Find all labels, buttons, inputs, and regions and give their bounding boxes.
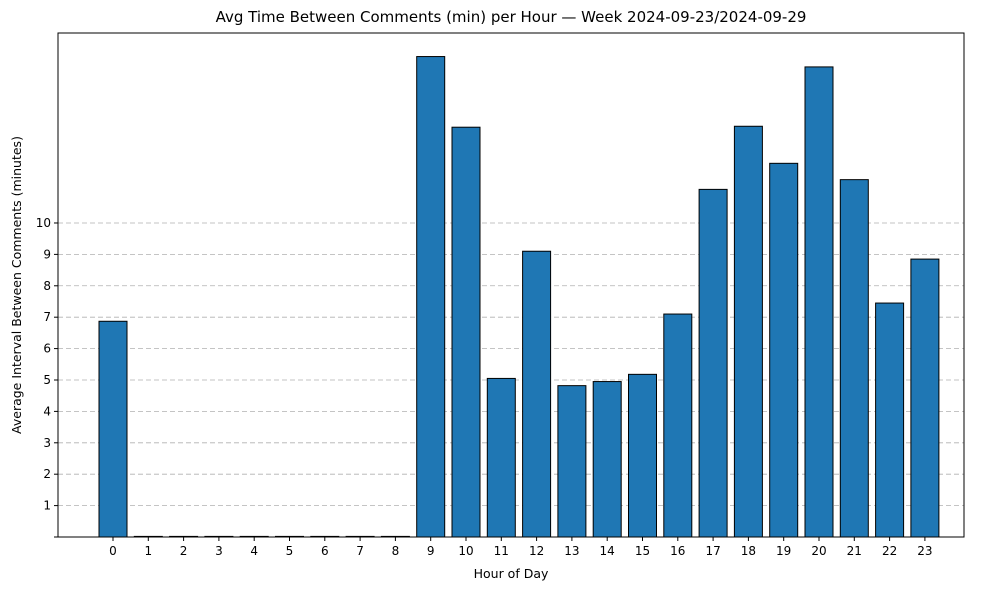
x-tick-label: 16 [670, 544, 685, 558]
plot-frame [57, 32, 965, 538]
x-tick-label: 3 [215, 544, 223, 558]
x-tick-label: 2 [180, 544, 188, 558]
bar-hour-11 [486, 377, 516, 538]
x-tick-label: 6 [321, 544, 329, 558]
bar-hour-12 [522, 250, 552, 538]
bar-hour-22 [875, 302, 905, 538]
bar-hour-15 [628, 373, 657, 538]
x-axis-ticks: 0 1 2 3 4 5 6 7 8 9 10 11 12 13 14 15 16 17 18 19 20 21 22 23 [109, 537, 933, 558]
y-tick-label: 4 [43, 404, 51, 418]
bar-hour-18 [733, 125, 763, 538]
x-tick-label: 22 [882, 544, 897, 558]
bar-hour-9 [416, 56, 446, 538]
bar-hour-23 [910, 258, 940, 538]
x-tick-label: 4 [250, 544, 258, 558]
bars [98, 56, 940, 538]
x-tick-label: 11 [494, 544, 509, 558]
bar-hour-16 [663, 313, 693, 538]
x-tick-label: 10 [458, 544, 473, 558]
x-tick-label: 7 [356, 544, 364, 558]
x-axis-label: Hour of Day [474, 566, 549, 581]
x-tick-label: 0 [109, 544, 117, 558]
x-tick-label: 5 [286, 544, 294, 558]
y-tick-label: 6 [43, 342, 51, 356]
bar-hour-14 [592, 381, 622, 538]
x-tick-label: 15 [635, 544, 650, 558]
y-axis-label: Average Interval Between Comments (minut… [9, 136, 24, 434]
x-tick-label: 21 [847, 544, 862, 558]
x-tick-label: 9 [427, 544, 435, 558]
x-tick-label: 23 [917, 544, 932, 558]
x-tick-label: 20 [811, 544, 826, 558]
y-tick-label: 10 [36, 216, 51, 230]
y-tick-label: 7 [43, 310, 51, 324]
x-tick-label: 18 [741, 544, 756, 558]
y-tick-label: 2 [43, 467, 51, 481]
x-tick-label: 19 [776, 544, 791, 558]
y-tick-label: 5 [43, 373, 51, 387]
chart-title: Avg Time Between Comments (min) per Hour… [216, 8, 807, 26]
bar-hour-19 [769, 162, 799, 538]
y-tick-label: 8 [43, 279, 51, 293]
bar-hour-17 [698, 188, 728, 538]
y-tick-label: 3 [43, 436, 51, 450]
x-tick-label: 17 [705, 544, 720, 558]
x-tick-label: 14 [600, 544, 615, 558]
bar-hour-0 [98, 320, 128, 538]
x-tick-label: 12 [529, 544, 544, 558]
x-tick-label: 13 [564, 544, 579, 558]
x-tick-label: 1 [144, 544, 152, 558]
bar-hour-13 [557, 385, 587, 538]
y-tick-label: 1 [43, 499, 51, 513]
bar-hour-20 [804, 66, 834, 538]
bar-hour-10 [451, 126, 481, 538]
bar-hour-21 [839, 179, 869, 538]
x-tick-label: 8 [392, 544, 400, 558]
y-axis-ticks: 1 2 3 4 5 6 7 8 9 10 [36, 216, 58, 538]
y-tick-label: 9 [43, 247, 51, 261]
